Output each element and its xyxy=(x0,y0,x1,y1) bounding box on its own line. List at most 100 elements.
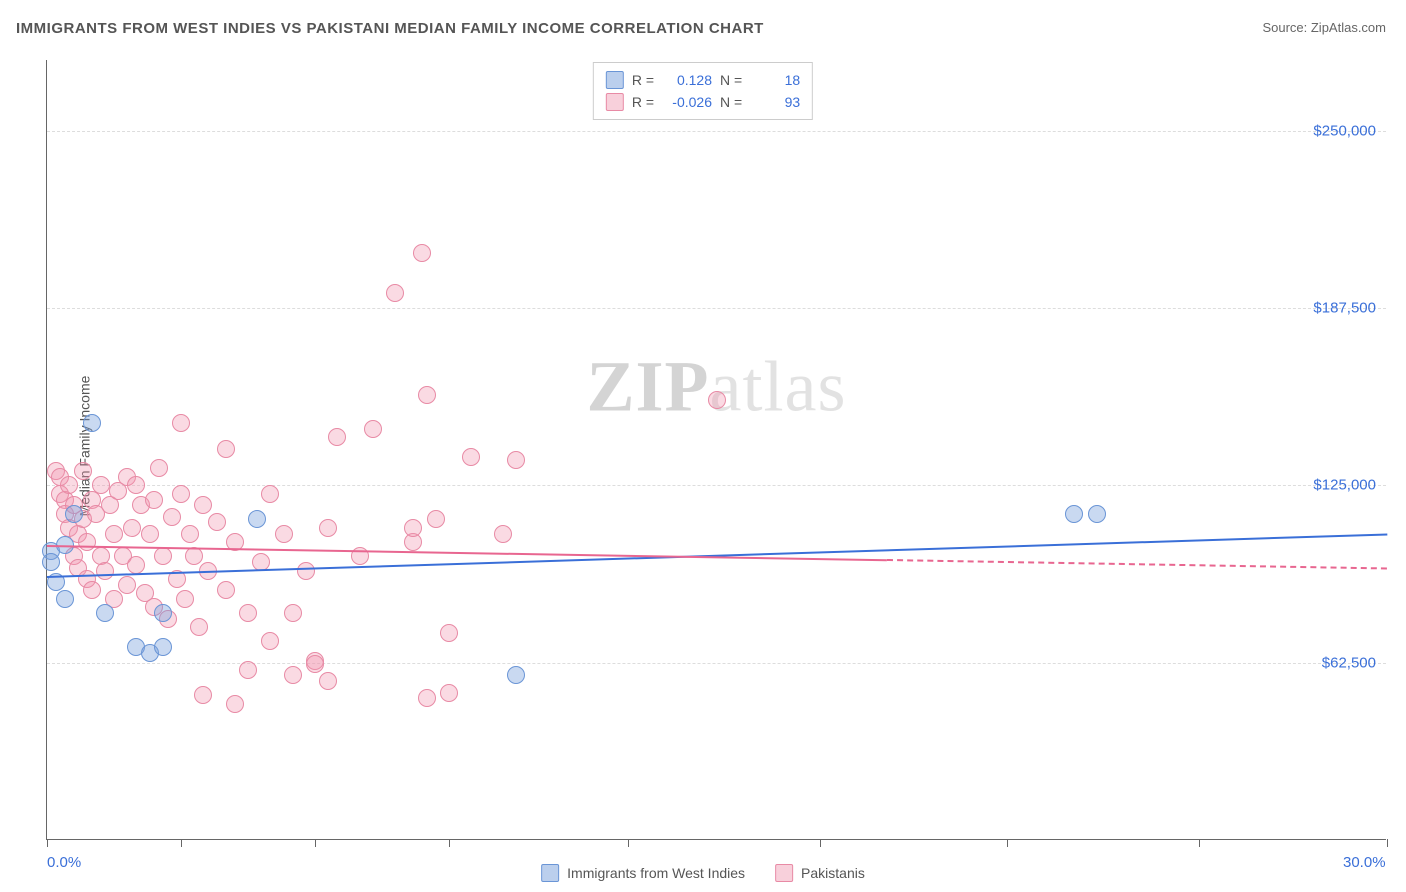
x-tick xyxy=(1387,839,1388,847)
y-tick-label: $125,000 xyxy=(1313,477,1376,494)
data-point xyxy=(145,491,163,509)
swatch-pink-icon xyxy=(775,864,793,882)
data-point xyxy=(105,525,123,543)
data-point xyxy=(306,655,324,673)
legend-series: Immigrants from West Indies Pakistanis xyxy=(541,864,865,882)
data-point xyxy=(154,638,172,656)
data-point xyxy=(1088,505,1106,523)
watermark-rest: atlas xyxy=(710,347,847,427)
swatch-blue-icon xyxy=(541,864,559,882)
legend-stats-row-1: R = -0.026 N = 93 xyxy=(606,91,800,113)
x-tick xyxy=(449,839,450,847)
data-point xyxy=(190,618,208,636)
data-point xyxy=(172,414,190,432)
trend-line-dashed xyxy=(887,559,1387,569)
data-point xyxy=(494,525,512,543)
data-point xyxy=(194,686,212,704)
legend-stats-row-0: R = 0.128 N = 18 xyxy=(606,69,800,91)
data-point xyxy=(319,672,337,690)
chart-title: IMMIGRANTS FROM WEST INDIES VS PAKISTANI… xyxy=(16,20,764,37)
n-value-1: 93 xyxy=(750,94,800,110)
data-point xyxy=(261,485,279,503)
gridline-h xyxy=(47,485,1386,486)
x-tick-label: 30.0% xyxy=(1343,854,1386,871)
data-point xyxy=(217,581,235,599)
legend-item-0: Immigrants from West Indies xyxy=(541,864,745,882)
data-point xyxy=(440,684,458,702)
y-tick-label: $187,500 xyxy=(1313,300,1376,317)
data-point xyxy=(507,451,525,469)
data-point xyxy=(284,604,302,622)
y-tick-label: $250,000 xyxy=(1313,122,1376,139)
data-point xyxy=(194,496,212,514)
data-point xyxy=(507,666,525,684)
data-point xyxy=(172,485,190,503)
data-point xyxy=(226,695,244,713)
r-label-0: R = xyxy=(632,72,654,88)
watermark: ZIPatlas xyxy=(587,346,847,429)
data-point xyxy=(386,284,404,302)
x-tick-label: 0.0% xyxy=(47,854,81,871)
x-tick xyxy=(47,839,48,847)
data-point xyxy=(83,414,101,432)
r-value-0: 0.128 xyxy=(662,72,712,88)
data-point xyxy=(418,689,436,707)
data-point xyxy=(217,440,235,458)
source-prefix: Source: xyxy=(1262,20,1310,35)
n-label-1: N = xyxy=(720,94,742,110)
source-label: Source: ZipAtlas.com xyxy=(1262,20,1386,35)
data-point xyxy=(127,476,145,494)
data-point xyxy=(56,590,74,608)
data-point xyxy=(118,576,136,594)
n-label-0: N = xyxy=(720,72,742,88)
data-point xyxy=(176,590,194,608)
data-point xyxy=(185,547,203,565)
swatch-pink-icon xyxy=(606,93,624,111)
source-value: ZipAtlas.com xyxy=(1311,20,1386,35)
data-point xyxy=(427,510,445,528)
x-tick xyxy=(181,839,182,847)
data-point xyxy=(83,581,101,599)
x-tick xyxy=(1007,839,1008,847)
legend-stats: R = 0.128 N = 18 R = -0.026 N = 93 xyxy=(593,62,813,120)
data-point xyxy=(154,547,172,565)
y-tick-label: $62,500 xyxy=(1322,654,1376,671)
r-value-1: -0.026 xyxy=(662,94,712,110)
data-point xyxy=(297,562,315,580)
data-point xyxy=(60,476,78,494)
data-point xyxy=(127,556,145,574)
data-point xyxy=(65,505,83,523)
legend-label-1: Pakistanis xyxy=(801,865,865,881)
data-point xyxy=(74,462,92,480)
data-point xyxy=(261,632,279,650)
chart-container: IMMIGRANTS FROM WEST INDIES VS PAKISTANI… xyxy=(0,0,1406,892)
data-point xyxy=(462,448,480,466)
plot-area: ZIPatlas $62,500 $125,000 $187,500 $250,000… xyxy=(46,60,1386,840)
data-point xyxy=(123,519,141,537)
data-point xyxy=(141,525,159,543)
data-point xyxy=(181,525,199,543)
x-tick xyxy=(1199,839,1200,847)
data-point xyxy=(154,604,172,622)
data-point xyxy=(364,420,382,438)
data-point xyxy=(92,476,110,494)
data-point xyxy=(96,604,114,622)
data-point xyxy=(163,508,181,526)
data-point xyxy=(208,513,226,531)
legend-label-0: Immigrants from West Indies xyxy=(567,865,745,881)
data-point xyxy=(239,604,257,622)
data-point xyxy=(404,519,422,537)
data-point xyxy=(708,391,726,409)
x-tick xyxy=(315,839,316,847)
data-point xyxy=(413,244,431,262)
watermark-bold: ZIP xyxy=(587,347,710,427)
x-tick xyxy=(628,839,629,847)
data-point xyxy=(1065,505,1083,523)
data-point xyxy=(42,553,60,571)
gridline-h xyxy=(47,308,1386,309)
data-point xyxy=(150,459,168,477)
data-point xyxy=(284,666,302,684)
data-point xyxy=(96,562,114,580)
data-point xyxy=(328,428,346,446)
data-point xyxy=(275,525,293,543)
